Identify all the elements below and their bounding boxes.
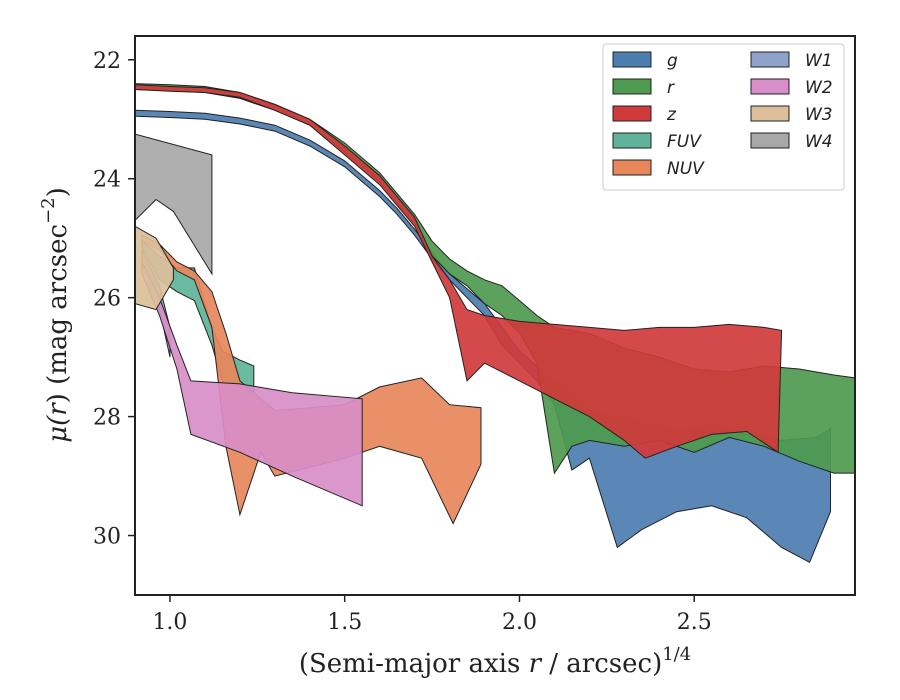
legend-label-g: g bbox=[667, 51, 678, 71]
x-tick-label: 2.5 bbox=[677, 610, 712, 635]
legend-swatch-w3 bbox=[750, 105, 790, 122]
legend: grz FUV NUV W1 W2 W3 W4 bbox=[602, 43, 845, 191]
legend-swatch-z bbox=[612, 105, 652, 122]
legend-label-w3: W3 bbox=[805, 105, 833, 125]
legend-swatch-fuv bbox=[612, 132, 652, 149]
legend-label-r: r bbox=[667, 78, 675, 98]
band-w2 bbox=[141, 261, 363, 507]
band-z bbox=[135, 84, 783, 459]
x-tick-label: 1.5 bbox=[327, 610, 362, 635]
legend-swatch-w2 bbox=[750, 78, 790, 95]
y-tick-label: 30 bbox=[93, 525, 121, 550]
band-w3 bbox=[135, 225, 174, 311]
legend-label-nuv: NUV bbox=[667, 159, 705, 179]
x-axis-label: (Semi-major axis r / arcsec)1/4 bbox=[299, 644, 691, 679]
series-layer bbox=[135, 83, 855, 564]
plot-frame bbox=[134, 35, 856, 596]
legend-label-fuv: FUV bbox=[667, 132, 702, 152]
y-tick-label: 26 bbox=[93, 287, 121, 312]
legend-swatch-g bbox=[612, 51, 652, 68]
legend-swatch-nuv bbox=[612, 159, 652, 176]
band-w4 bbox=[135, 133, 213, 276]
x-tick-label: 2.0 bbox=[502, 610, 537, 635]
y-tick-label: 24 bbox=[93, 168, 121, 193]
y-tick-label: 22 bbox=[93, 49, 121, 74]
legend-swatch-w1 bbox=[750, 51, 790, 68]
legend-swatch-r bbox=[612, 78, 652, 95]
legend-label-w4: W4 bbox=[805, 132, 833, 152]
y-axis-label: μ(r) (mag arcsec−2) bbox=[38, 187, 73, 443]
legend-label-w1: W1 bbox=[805, 51, 833, 71]
y-tick-label: 28 bbox=[93, 406, 121, 431]
legend-swatch-w4 bbox=[750, 132, 790, 149]
ticks-layer: 1.0 1.5 2.0 2.5 22 24 26 28 30 bbox=[93, 49, 712, 635]
legend-label-z: z bbox=[666, 105, 677, 125]
x-tick-label: 1.0 bbox=[152, 610, 187, 635]
legend-label-w2: W2 bbox=[805, 78, 833, 98]
